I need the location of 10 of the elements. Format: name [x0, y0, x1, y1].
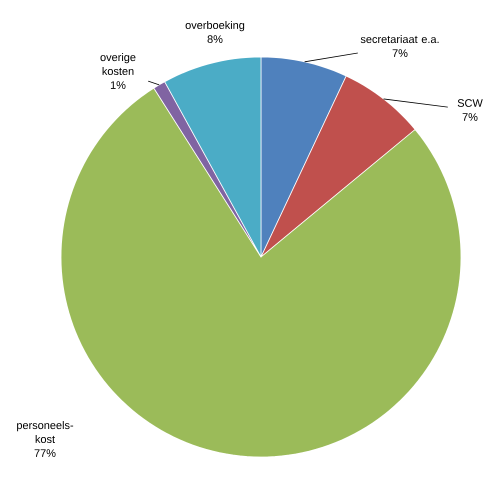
- slice-label: personeels-kost: [17, 421, 74, 444]
- data-label: 8%: [208, 35, 223, 43]
- slice-label: secretariaat e.a.: [360, 35, 439, 44]
- data-label: 1%: [110, 81, 126, 89]
- data-label: 7%: [392, 49, 408, 57]
- slice-label: overige kosten: [100, 53, 136, 76]
- slice-label: SCW: [458, 99, 483, 107]
- data-label: 77%: [34, 449, 56, 457]
- slice-label: overboeking: [186, 20, 244, 32]
- data-label: 7%: [462, 113, 478, 121]
